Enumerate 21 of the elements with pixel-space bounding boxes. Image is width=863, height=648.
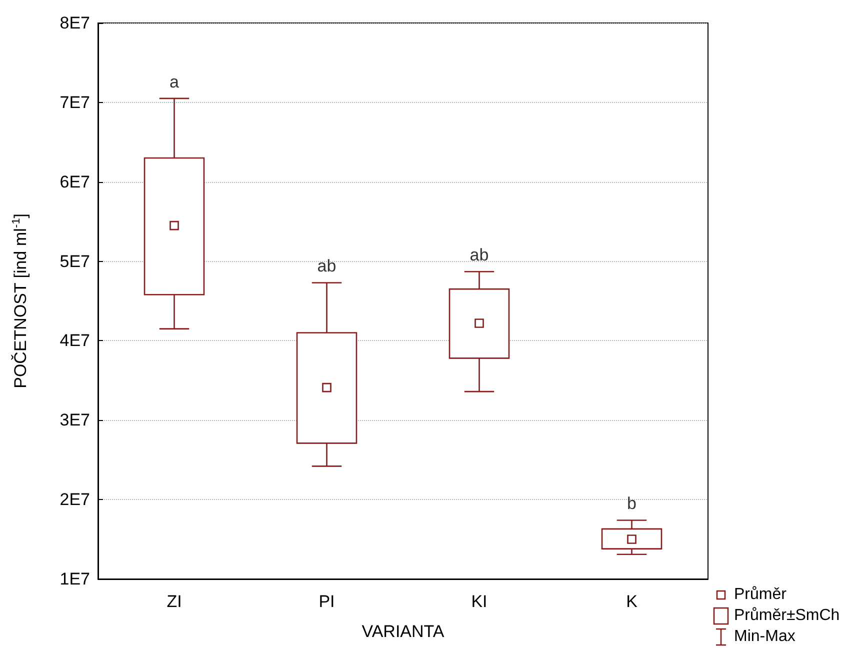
text: Min-Max: [734, 628, 796, 646]
annotation: b: [627, 494, 636, 514]
y-tick-label: 2E7: [60, 490, 90, 510]
y-tick-label: 3E7: [60, 410, 90, 430]
y-tick-label: 7E7: [60, 92, 90, 112]
annotation: ab: [317, 256, 336, 276]
y-tick-label: 8E7: [60, 14, 90, 32]
x-tick-label: K: [626, 592, 638, 611]
annotation: ab: [470, 246, 489, 265]
y-tick-label: 4E7: [60, 331, 90, 350]
x-tick-label: ZI: [166, 592, 182, 611]
y-tick-label: 5E7: [60, 252, 90, 271]
text: Průměr: [734, 586, 786, 604]
x-tick-label: PI: [318, 592, 335, 611]
text: Průměr±SmCh: [734, 606, 840, 624]
y-tick-label: 6E7: [60, 172, 90, 192]
x-axis-title: VARIANTA: [362, 622, 445, 641]
y-axis-title: POČETNOST [ind ml-1]: [10, 213, 30, 388]
y-tick-label: 1E7: [60, 570, 90, 588]
annotation: a: [170, 72, 180, 92]
x-tick-label: KI: [471, 592, 488, 611]
